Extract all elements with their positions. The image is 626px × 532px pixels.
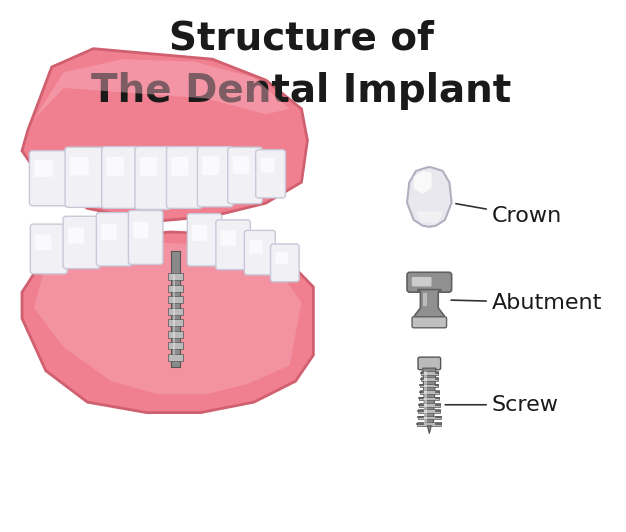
Bar [423,293,427,306]
Polygon shape [428,426,431,434]
Bar [418,422,441,426]
FancyBboxPatch shape [172,156,188,176]
FancyBboxPatch shape [34,160,53,177]
FancyBboxPatch shape [412,277,431,286]
Bar [168,296,183,303]
Bar [168,354,183,361]
Bar [420,384,438,387]
FancyBboxPatch shape [187,214,222,266]
Polygon shape [34,243,302,394]
Bar [168,343,183,350]
FancyBboxPatch shape [65,147,104,207]
FancyBboxPatch shape [29,151,68,206]
Bar [419,396,439,400]
Polygon shape [34,59,290,119]
FancyBboxPatch shape [270,244,299,282]
Bar [418,410,440,413]
Polygon shape [414,171,431,194]
Text: Structure of: Structure of [169,19,434,57]
Bar [168,285,183,292]
FancyBboxPatch shape [68,227,84,244]
Polygon shape [414,289,444,318]
FancyBboxPatch shape [30,224,67,274]
FancyBboxPatch shape [106,156,125,176]
FancyBboxPatch shape [63,216,100,269]
FancyBboxPatch shape [249,240,263,254]
Polygon shape [22,232,314,413]
FancyBboxPatch shape [35,235,51,250]
FancyBboxPatch shape [96,213,132,266]
Bar [168,331,183,338]
FancyBboxPatch shape [128,211,163,264]
Text: Crown: Crown [456,204,562,226]
Bar [421,377,438,381]
FancyBboxPatch shape [255,149,285,198]
FancyBboxPatch shape [70,157,89,176]
Bar [418,416,441,419]
Polygon shape [22,49,307,221]
FancyBboxPatch shape [101,147,138,209]
Bar [420,390,439,394]
Bar [421,371,438,375]
FancyBboxPatch shape [275,252,288,264]
FancyBboxPatch shape [192,225,207,241]
Bar [419,403,440,406]
FancyBboxPatch shape [260,158,275,173]
FancyBboxPatch shape [232,156,249,174]
FancyBboxPatch shape [133,222,148,238]
Bar [168,273,183,280]
Bar [168,319,183,326]
Polygon shape [407,167,451,227]
Text: Abutment: Abutment [451,293,602,313]
FancyBboxPatch shape [244,230,275,275]
Text: The Dental Implant: The Dental Implant [91,72,511,110]
Bar [171,251,180,367]
FancyBboxPatch shape [228,147,262,204]
FancyBboxPatch shape [197,147,233,207]
FancyBboxPatch shape [220,230,236,246]
Polygon shape [423,368,436,426]
FancyBboxPatch shape [202,156,220,175]
Polygon shape [416,211,443,223]
FancyBboxPatch shape [135,147,171,210]
Bar [168,308,183,315]
FancyBboxPatch shape [101,224,117,240]
FancyBboxPatch shape [407,272,451,292]
FancyBboxPatch shape [412,317,446,328]
FancyBboxPatch shape [216,220,250,270]
Bar [173,275,175,355]
Text: Screw: Screw [445,395,559,415]
Bar [424,371,427,423]
FancyBboxPatch shape [418,357,441,370]
FancyBboxPatch shape [140,157,157,176]
FancyBboxPatch shape [167,147,202,209]
